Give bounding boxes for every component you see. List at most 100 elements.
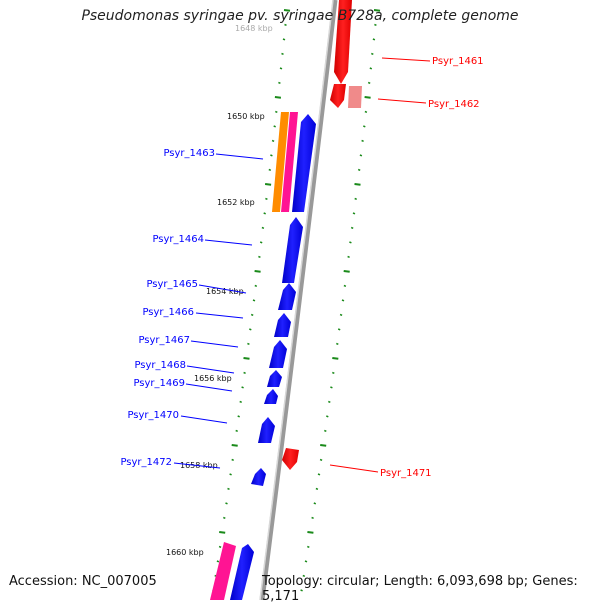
scale-tick: [284, 23, 287, 26]
scale-tick: [320, 444, 327, 447]
scale-tick: [241, 386, 244, 389]
scale-tick: [326, 415, 329, 418]
orange-feature[interactable]: [272, 112, 289, 212]
scale-tick: [330, 386, 333, 389]
scale-tick: [328, 400, 331, 403]
genome-backbone-highlight: [259, 0, 334, 600]
gene-label-psyr-1465[interactable]: Psyr_1465: [146, 279, 198, 290]
pink-feature[interactable]: [281, 112, 298, 212]
scale-tick: [369, 67, 373, 70]
gene-label-psyr-1463[interactable]: Psyr_1463: [163, 148, 215, 159]
scale-tick: [347, 255, 350, 258]
scale-tick: [373, 9, 381, 12]
scale-tick: [235, 429, 238, 432]
scale-tick: [304, 560, 308, 563]
gene-arrow-psyr-1462-partial[interactable]: [348, 86, 362, 108]
scale-tick: [343, 284, 347, 287]
scale-tick: [270, 154, 273, 157]
scale-tick: [372, 38, 376, 41]
scale-tick: [307, 531, 314, 534]
gene-arrow-psyr-1462[interactable]: [330, 84, 346, 108]
scale-tick: [317, 473, 321, 476]
scale-ticks-inner: [212, 9, 291, 592]
forward-strand-genes: [210, 112, 316, 600]
scale-tick: [265, 197, 268, 200]
scale-tick: [364, 96, 371, 99]
scale-tick: [268, 168, 272, 171]
gene-label-psyr-1462[interactable]: Psyr_1462: [428, 99, 480, 110]
genome-backbone: [259, 0, 338, 600]
scale-tick: [273, 125, 276, 128]
scale-tick: [227, 487, 230, 490]
scale-label: 1660 kbp: [166, 548, 204, 557]
gene-arrow-psyr-1472[interactable]: [251, 468, 266, 486]
scale-label: 1650 kbp: [227, 112, 265, 121]
scale-tick: [300, 589, 303, 592]
scale-tick: [231, 444, 238, 447]
scale-tick: [319, 458, 323, 461]
scale-tick: [350, 226, 354, 229]
scale-tick: [324, 429, 327, 432]
gene-arrow-psyr-1465[interactable]: [278, 283, 296, 310]
scale-tick: [254, 270, 261, 273]
gene-arrow-psyr-1471[interactable]: [282, 448, 299, 470]
scale-tick: [332, 357, 339, 360]
scale-tick: [261, 226, 265, 229]
scale-tick: [361, 139, 364, 142]
scale-tick: [243, 357, 250, 360]
scale-tick: [311, 516, 314, 519]
scale-tick: [354, 183, 361, 186]
scale-label: 1648 kbp: [235, 24, 273, 33]
gene-arrow-psyr-1468[interactable]: [267, 370, 282, 387]
scale-tick: [371, 52, 374, 55]
pink-feature-bottom[interactable]: [210, 542, 236, 600]
scale-tick: [313, 502, 317, 505]
scale-tick: [354, 197, 357, 200]
gene-label-psyr-1467[interactable]: Psyr_1467: [138, 335, 190, 346]
gene-arrow-psyr-1463[interactable]: [292, 114, 316, 212]
scale-tick: [239, 400, 242, 403]
gene-label-psyr-1461[interactable]: Psyr_1461: [432, 56, 484, 67]
scale-tick: [349, 241, 352, 244]
gene-arrow-psyr-1470[interactable]: [258, 417, 275, 443]
gene-arrow-psyr-1466[interactable]: [274, 313, 291, 337]
scale-tick: [315, 487, 319, 490]
scale-tick: [274, 96, 282, 99]
scale-tick: [258, 255, 261, 258]
reverse-strand-genes: [282, 0, 362, 470]
gene-label-psyr-1470[interactable]: Psyr_1470: [127, 410, 179, 421]
gene-arrow-psyr-1464[interactable]: [282, 217, 303, 283]
scale-tick: [337, 328, 341, 331]
gene-arrow-bottom[interactable]: [230, 544, 254, 600]
scale-tick: [367, 81, 371, 84]
scale-tick: [352, 212, 356, 215]
accession-text: Accession: NC_007005: [9, 574, 157, 589]
gene-label-psyr-1464[interactable]: Psyr_1464: [152, 234, 204, 245]
scale-tick: [282, 38, 286, 41]
scale-tick: [259, 241, 263, 244]
gene-arrow-psyr-1469[interactable]: [264, 389, 278, 404]
scale-label: 1654 kbp: [206, 287, 244, 296]
gene-label-psyr-1468[interactable]: Psyr_1468: [134, 360, 186, 371]
gene-arrow-psyr-1461[interactable]: [334, 0, 352, 84]
scale-tick: [252, 299, 256, 302]
scale-tick: [223, 516, 226, 519]
scale-tick: [278, 81, 281, 84]
genome-title: Pseudomonas syringae pv. syringae B728a,…: [81, 8, 519, 24]
scale-ticks-outer: [300, 9, 381, 592]
scale-label: 1656 kbp: [194, 374, 232, 383]
scale-tick: [307, 545, 310, 548]
scale-tick: [279, 67, 283, 70]
scale-tick: [283, 9, 291, 12]
scale-tick: [229, 473, 232, 476]
gene-label-psyr-1466[interactable]: Psyr_1466: [142, 307, 194, 318]
gene-label-psyr-1471[interactable]: Psyr_1471: [380, 468, 432, 479]
gene-label-psyr-1472[interactable]: Psyr_1472: [120, 457, 172, 468]
scale-tick: [302, 574, 306, 577]
scale-tick: [339, 313, 343, 316]
scale-tick: [218, 545, 222, 548]
gene-arrow-psyr-1467[interactable]: [269, 340, 287, 368]
gene-label-psyr-1469[interactable]: Psyr_1469: [133, 378, 185, 389]
scale-tick: [359, 154, 363, 157]
